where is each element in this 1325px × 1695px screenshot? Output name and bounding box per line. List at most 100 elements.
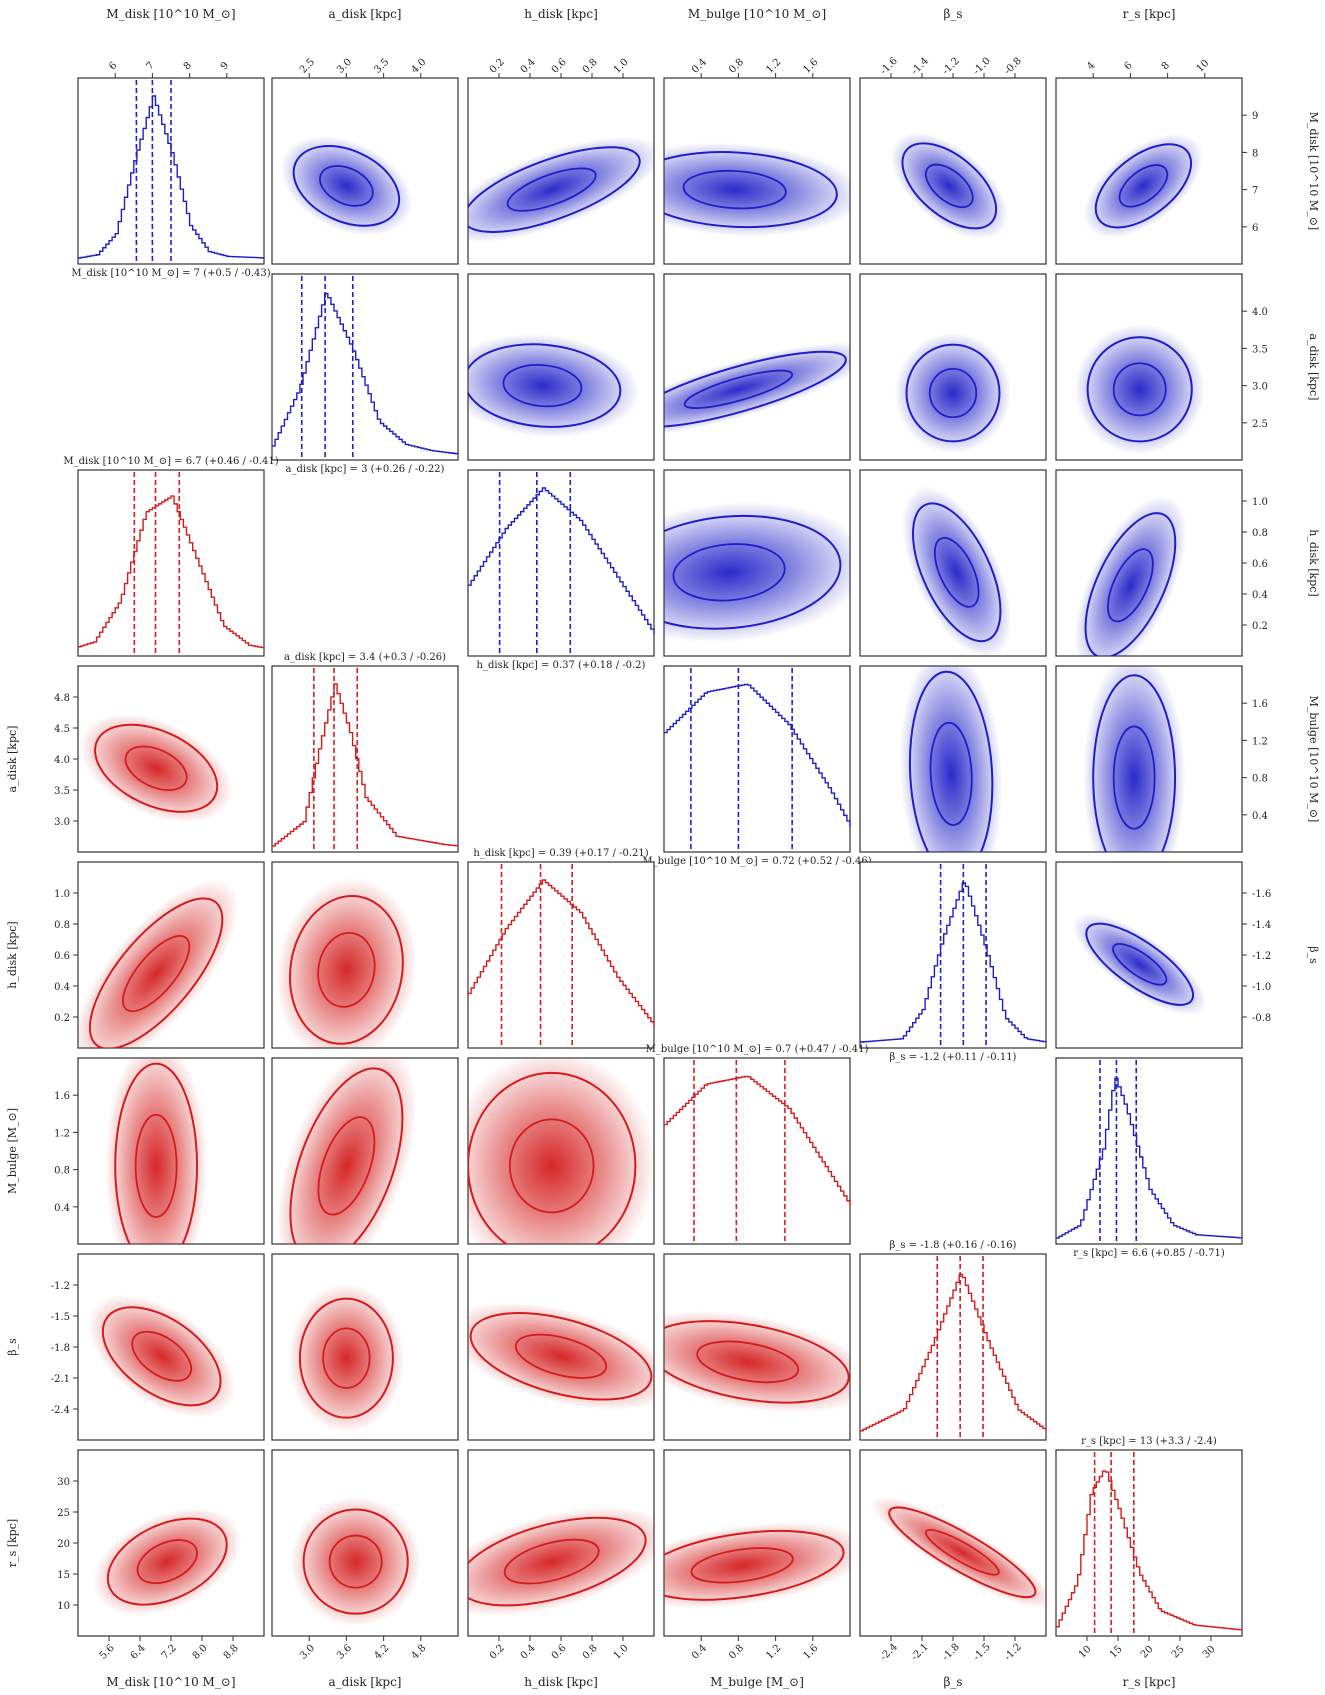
blue-hist-2 bbox=[467, 469, 655, 657]
blue-panel-1-4-contours bbox=[894, 332, 1012, 454]
bottom-axis-label: β_s bbox=[943, 1675, 962, 1689]
blue-hist-3-curve bbox=[664, 668, 851, 852]
top-axis-label: r_s [kpc] bbox=[1123, 7, 1176, 21]
left-ticks: -2.4 -2.1 -1.8 -1.5 -1.2 bbox=[51, 1281, 78, 1416]
right-axis-label: β_s bbox=[1307, 946, 1320, 964]
tick-label: -0.8 bbox=[1003, 56, 1024, 77]
top-axis-label: a_disk [kpc] bbox=[329, 7, 402, 21]
tick-label: 15 bbox=[1108, 1644, 1125, 1661]
right-axis-label: a_disk [kpc] bbox=[1307, 334, 1320, 401]
top-ticks: 4 6 8 10 bbox=[1085, 58, 1211, 78]
tick-label: -1.5 bbox=[972, 1642, 993, 1663]
tick-label: 15 bbox=[57, 1570, 70, 1581]
tick-label: -1.6 bbox=[879, 56, 900, 77]
blue-panel-1-2-contours bbox=[468, 333, 640, 438]
blue-hist-title: β_s = -1.2 (+0.11 / -0.11) bbox=[890, 1052, 1017, 1063]
tick-label: 7.2 bbox=[160, 1643, 179, 1662]
blue-hist-1 bbox=[271, 273, 459, 461]
red-panel-2-1-contours bbox=[275, 877, 417, 1048]
tick-label: 1.6 bbox=[54, 1091, 70, 1102]
tick-label: 25 bbox=[1170, 1644, 1187, 1661]
red-hist-3 bbox=[663, 1057, 851, 1245]
right-ticks: -0.8 -1.0 -1.2 -1.4 -1.6 bbox=[1242, 889, 1271, 1024]
tick-label: 3.5 bbox=[372, 57, 391, 76]
blue-hist-5 bbox=[1055, 1057, 1243, 1245]
tick-label: 0.6 bbox=[550, 57, 569, 76]
tick-label: 0.8 bbox=[581, 1643, 600, 1662]
red-panel-5-0-contours bbox=[92, 1507, 242, 1616]
blue-hist-5-curve bbox=[1056, 1060, 1243, 1244]
tick-label: 10 bbox=[1077, 1644, 1094, 1661]
tick-label: 1.0 bbox=[612, 1643, 631, 1662]
tick-label: 0.4 bbox=[690, 57, 709, 76]
blue-hist-2-curve bbox=[468, 472, 655, 656]
tick-label: 1.6 bbox=[802, 57, 821, 76]
bottom-ticks: 0.2 0.4 0.6 0.8 1.0 bbox=[488, 1636, 631, 1662]
top-ticks: -1.6 -1.4 -1.2 -1.0 -0.8 bbox=[879, 56, 1024, 78]
left-axis-label: β_s bbox=[6, 1338, 19, 1356]
tick-label: 2.5 bbox=[1252, 419, 1268, 430]
blue-hist-0-curve bbox=[78, 80, 265, 264]
red-panel-3-0-contours bbox=[104, 1058, 208, 1244]
red-hist-5-curve bbox=[1056, 1452, 1243, 1636]
tick-label: 0.8 bbox=[581, 57, 600, 76]
tick-label: 0.4 bbox=[519, 1643, 538, 1662]
tick-label: 0.8 bbox=[54, 1166, 70, 1177]
tick-label: 8.8 bbox=[222, 1643, 241, 1662]
tick-label: -1.2 bbox=[1252, 951, 1271, 962]
tick-label: 0.6 bbox=[550, 1643, 569, 1662]
tick-label: 3.0 bbox=[54, 817, 70, 828]
tick-label: -1.2 bbox=[941, 56, 962, 77]
bottom-ticks: 0.4 0.8 1.2 1.6 bbox=[690, 1636, 821, 1662]
tick-label: 30 bbox=[1201, 1644, 1218, 1661]
tick-label: -1.0 bbox=[972, 56, 993, 77]
tick-label: 8 bbox=[1160, 60, 1172, 72]
blue-panel-2-4-contours bbox=[902, 486, 1012, 656]
right-ticks: 0.4 0.8 1.2 1.6 bbox=[1242, 699, 1268, 822]
tick-label: 30 bbox=[57, 1477, 70, 1488]
blue-hist-4 bbox=[859, 861, 1047, 1049]
tick-label: 1.2 bbox=[54, 1128, 70, 1139]
tick-label: 0.2 bbox=[54, 1013, 70, 1024]
tick-label: 7 bbox=[1252, 186, 1258, 197]
tick-label: 3.5 bbox=[1252, 344, 1268, 355]
red-panel-1-0-contours bbox=[79, 713, 233, 823]
tick-label: 1.6 bbox=[1252, 699, 1268, 710]
tick-label: 1.6 bbox=[802, 1643, 821, 1662]
tick-label: -2.1 bbox=[910, 1642, 931, 1663]
tick-label: 9 bbox=[219, 60, 231, 72]
tick-label: 6 bbox=[1252, 223, 1258, 234]
red-panel-4-3-contours bbox=[664, 1310, 850, 1413]
tick-label: -1.2 bbox=[51, 1281, 70, 1292]
tick-label: 1.0 bbox=[1252, 497, 1268, 508]
right-axis-label: M_disk [10^10 M_⊙] bbox=[1307, 112, 1320, 230]
red-panel-5-1-contours bbox=[290, 1496, 421, 1627]
red-panel-4-0-contours bbox=[88, 1295, 236, 1418]
tick-label: -1.8 bbox=[941, 1642, 962, 1663]
top-ticks: 0.2 0.4 0.6 0.8 1.0 bbox=[488, 57, 631, 78]
tick-label: -0.8 bbox=[1252, 1013, 1271, 1024]
blue-hist-1-curve bbox=[272, 276, 459, 460]
top-axis-label: M_bulge [10^10 M_⊙] bbox=[688, 7, 826, 21]
left-ticks: 10 15 20 25 30 bbox=[57, 1477, 78, 1612]
red-panel-2-0-contours bbox=[78, 879, 239, 1048]
top-axis-label: h_disk [kpc] bbox=[524, 7, 598, 21]
tick-label: 0.4 bbox=[54, 982, 70, 993]
top-ticks: 6 7 8 9 bbox=[107, 60, 231, 78]
blue-panel-1-3-contours bbox=[664, 342, 850, 437]
left-axis-label: h_disk [kpc] bbox=[6, 921, 19, 988]
tick-label: 0.8 bbox=[1252, 528, 1268, 539]
blue-hist-3 bbox=[663, 665, 851, 853]
right-axis-label: M_bulge [10^10 M_⊙] bbox=[1307, 696, 1320, 823]
blue-hist-title: h_disk [kpc] = 0.37 (+0.18 / -0.2) bbox=[477, 660, 646, 671]
red-hist-5 bbox=[1055, 1449, 1243, 1637]
tick-label: 4 bbox=[1085, 60, 1097, 72]
tick-label: 4.5 bbox=[54, 724, 70, 735]
red-hist-4-curve bbox=[860, 1256, 1047, 1440]
tick-label: 8 bbox=[1252, 148, 1258, 159]
tick-label: 0.4 bbox=[1252, 811, 1268, 822]
red-panel-4-2-contours bbox=[468, 1302, 654, 1411]
blue-panel-2-5-contours bbox=[1074, 495, 1187, 656]
tick-label: 3.6 bbox=[335, 1643, 354, 1662]
